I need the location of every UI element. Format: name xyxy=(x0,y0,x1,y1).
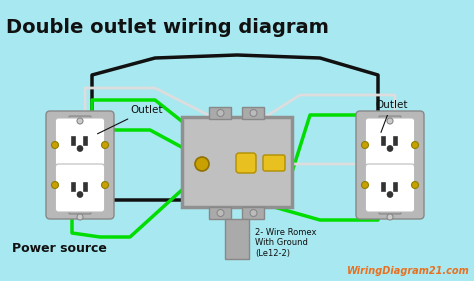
FancyBboxPatch shape xyxy=(356,111,424,219)
Text: Outlet: Outlet xyxy=(375,100,408,132)
Text: 2- Wire Romex
With Ground
(Le12-2): 2- Wire Romex With Ground (Le12-2) xyxy=(255,228,317,258)
FancyBboxPatch shape xyxy=(379,204,401,214)
FancyBboxPatch shape xyxy=(365,164,415,212)
FancyBboxPatch shape xyxy=(69,204,91,214)
Bar xyxy=(393,135,397,144)
Text: Outlet: Outlet xyxy=(98,105,163,134)
Circle shape xyxy=(362,142,368,148)
Circle shape xyxy=(101,182,109,189)
Circle shape xyxy=(250,210,257,216)
Bar xyxy=(225,219,249,259)
Circle shape xyxy=(387,191,393,198)
Circle shape xyxy=(195,157,209,171)
Bar xyxy=(210,107,231,119)
FancyBboxPatch shape xyxy=(379,116,401,126)
Circle shape xyxy=(411,142,419,148)
Bar xyxy=(71,135,75,144)
Circle shape xyxy=(217,210,224,216)
Text: Double outlet wiring diagram: Double outlet wiring diagram xyxy=(6,18,329,37)
Bar xyxy=(182,117,292,207)
Circle shape xyxy=(362,182,368,189)
Circle shape xyxy=(387,118,393,124)
FancyBboxPatch shape xyxy=(55,164,105,212)
Bar xyxy=(71,182,75,191)
Bar xyxy=(381,135,385,144)
Circle shape xyxy=(250,110,257,117)
FancyBboxPatch shape xyxy=(365,118,415,166)
Bar xyxy=(243,207,264,219)
Text: WiringDiagram21.com: WiringDiagram21.com xyxy=(347,266,470,276)
Circle shape xyxy=(77,146,83,151)
Circle shape xyxy=(52,142,58,148)
Circle shape xyxy=(411,182,419,189)
FancyBboxPatch shape xyxy=(46,111,114,219)
Bar xyxy=(83,135,87,144)
Bar xyxy=(381,182,385,191)
Circle shape xyxy=(52,182,58,189)
Bar xyxy=(393,182,397,191)
FancyBboxPatch shape xyxy=(69,116,91,126)
Circle shape xyxy=(387,214,393,220)
Circle shape xyxy=(77,214,83,220)
Circle shape xyxy=(101,142,109,148)
Circle shape xyxy=(77,191,83,198)
Bar xyxy=(243,107,264,119)
Text: Power source: Power source xyxy=(12,241,107,255)
Circle shape xyxy=(217,110,224,117)
FancyBboxPatch shape xyxy=(236,153,256,173)
FancyBboxPatch shape xyxy=(263,155,285,171)
Circle shape xyxy=(387,146,393,151)
FancyBboxPatch shape xyxy=(55,118,105,166)
Bar xyxy=(210,207,231,219)
Bar xyxy=(83,182,87,191)
Circle shape xyxy=(77,118,83,124)
